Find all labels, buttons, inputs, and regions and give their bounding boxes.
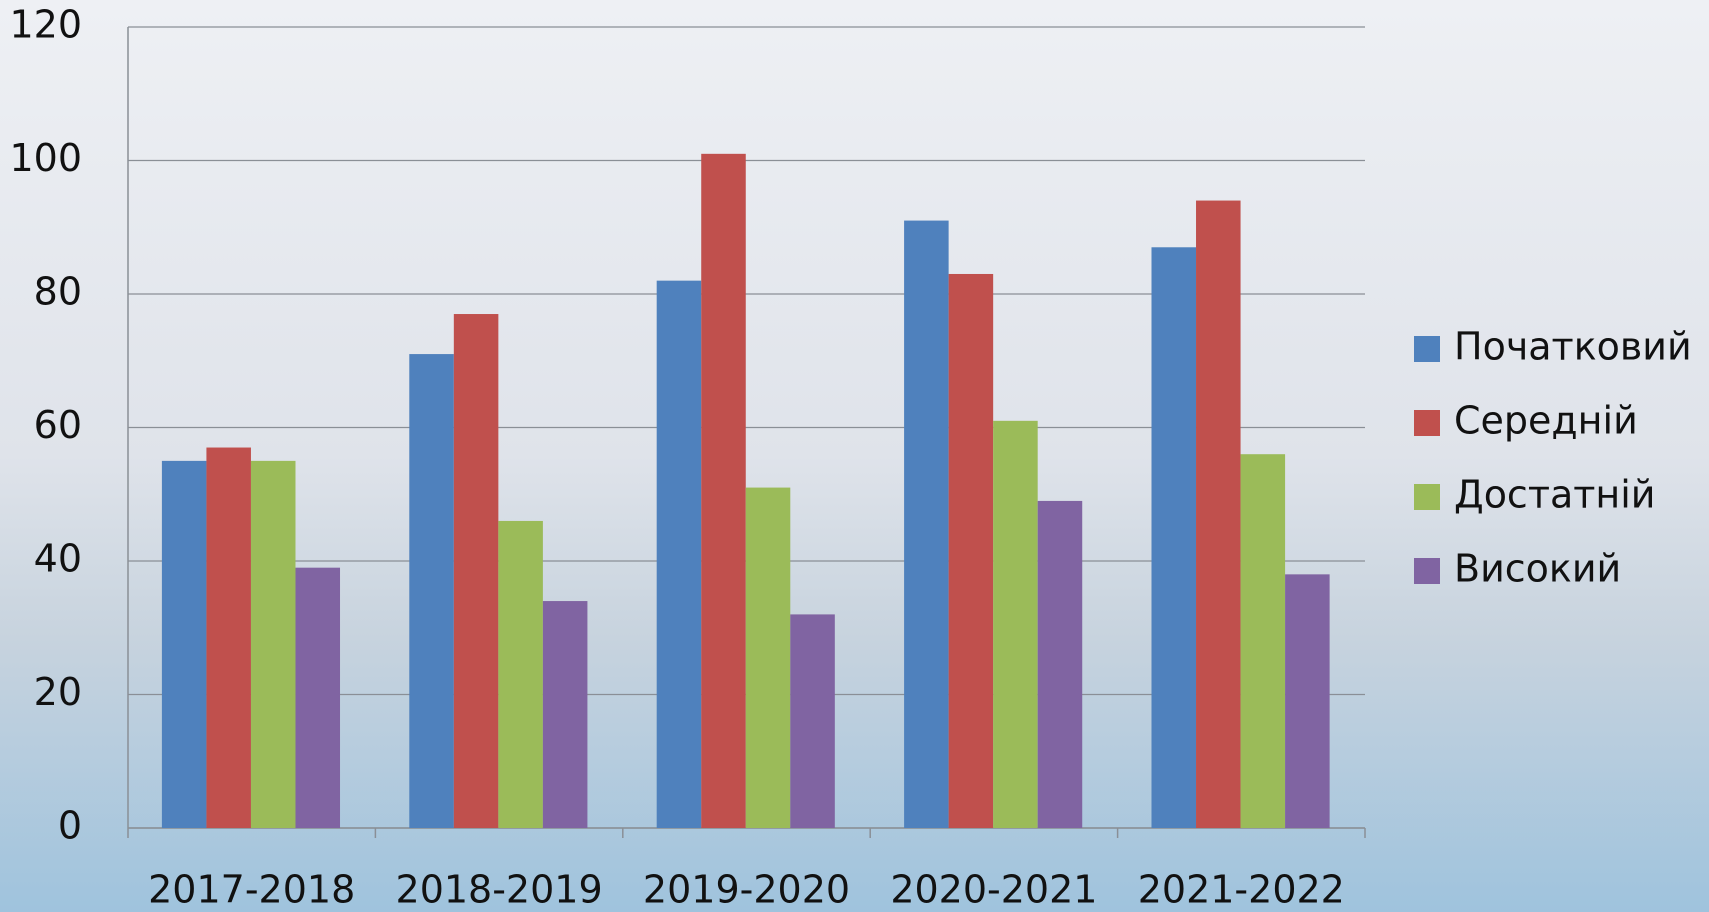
bar: [701, 154, 746, 828]
x-tick-label: 2021-2022: [1138, 868, 1345, 912]
x-tick-label: 2018-2019: [396, 868, 603, 912]
bar: [1285, 574, 1330, 828]
bar: [409, 354, 454, 828]
bar: [746, 488, 791, 828]
legend-label: Середній: [1454, 399, 1638, 443]
legend-swatch: [1414, 410, 1440, 436]
bar: [206, 448, 251, 828]
page: 0 20 40 60 80 100 120 2017-2018 2018-2019 2019-20…: [0, 0, 1709, 912]
bar: [949, 274, 994, 828]
bar: [904, 221, 949, 828]
x-tick-label: 2019-2020: [643, 868, 850, 912]
legend-swatch: [1414, 336, 1440, 362]
bar: [162, 461, 207, 828]
bar: [543, 601, 588, 828]
legend-swatch: [1414, 484, 1440, 510]
bar: [498, 521, 543, 828]
legend-label: Високий: [1454, 547, 1621, 591]
legend-label: Початковий: [1454, 325, 1692, 369]
bar: [1196, 201, 1241, 828]
y-tick-label: 80: [34, 270, 82, 314]
y-tick-label: 100: [9, 136, 82, 180]
y-tick-label: 120: [9, 3, 82, 47]
bar: [993, 421, 1038, 828]
x-tick-label: 2017-2018: [148, 868, 355, 912]
bar: [790, 614, 835, 828]
bar: [657, 281, 702, 828]
bar: [1151, 247, 1196, 828]
y-tick-label: 60: [34, 403, 82, 447]
x-tick-label: 2020-2021: [890, 868, 1097, 912]
legend-swatch: [1414, 558, 1440, 584]
y-tick-label: 40: [34, 537, 82, 581]
bar: [454, 314, 499, 828]
bar: [1241, 454, 1286, 828]
chart: 0 20 40 60 80 100 120 2017-2018 2018-2019 2019-20…: [0, 0, 1709, 912]
bar: [1038, 501, 1083, 828]
bar: [251, 461, 296, 828]
bar: [295, 568, 340, 828]
y-tick-label: 0: [58, 804, 82, 848]
legend-label: Достатній: [1454, 473, 1656, 517]
y-tick-label: 20: [34, 670, 82, 714]
